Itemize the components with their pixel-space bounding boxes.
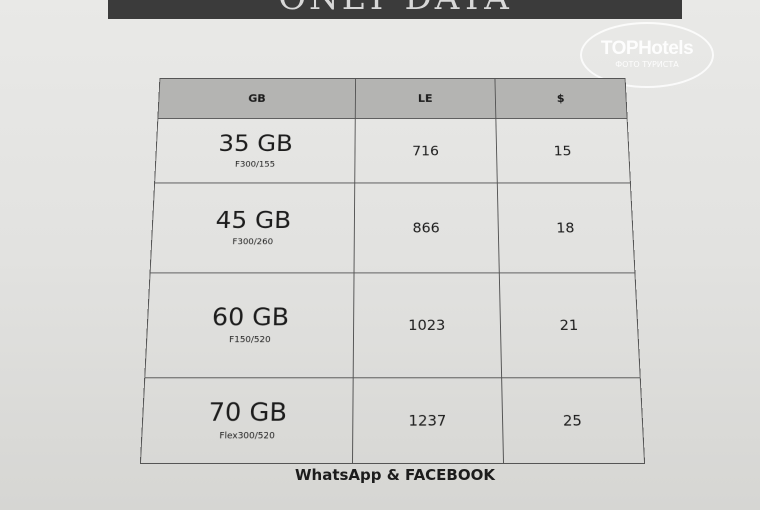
table-row: 60 GB F150/520 1023 21 — [144, 272, 641, 378]
price-le: 716 — [354, 118, 498, 183]
price-usd: 25 — [501, 377, 645, 464]
watermark-caption: ФОТО ТУРИСТА — [615, 60, 679, 69]
plan-code: F150/520 — [228, 335, 271, 345]
data-size: 70 GB — [207, 398, 288, 428]
price-table: GB LE $ 35 GB F300/155 716 15 45 GB F300/2… — [140, 78, 645, 464]
data-size: 45 GB — [215, 207, 292, 235]
footer-note: WhatsApp & FACEBOOK — [294, 466, 495, 484]
price-le: 866 — [353, 182, 500, 273]
data-size: 35 GB — [218, 131, 294, 158]
header-usd: $ — [494, 78, 628, 119]
plan-code: F300/155 — [234, 160, 276, 170]
title-banner: ONLY DATA — [108, 0, 682, 19]
watermark-brand: TOPHotels — [600, 38, 694, 59]
header-gb: GB — [157, 78, 356, 119]
price-le: 1237 — [352, 377, 504, 464]
price-usd: 21 — [499, 272, 641, 378]
tophotels-watermark: TOPHotels ФОТО ТУРИСТА — [580, 22, 714, 88]
price-usd: 15 — [495, 118, 631, 183]
table-row: 70 GB Flex300/520 1237 25 — [140, 377, 645, 464]
plan-code: Flex300/520 — [219, 431, 275, 442]
table-row: 35 GB F300/155 716 15 — [154, 118, 631, 183]
data-size: 60 GB — [211, 303, 290, 332]
price-le: 1023 — [352, 272, 502, 378]
price-usd: 18 — [497, 182, 635, 273]
header-le: LE — [354, 78, 496, 119]
plan-code: F300/260 — [232, 237, 274, 247]
banner-title: ONLY DATA — [108, 0, 682, 18]
table-header: GB LE $ — [157, 78, 628, 119]
table-row: 45 GB F300/260 866 18 — [150, 182, 635, 273]
